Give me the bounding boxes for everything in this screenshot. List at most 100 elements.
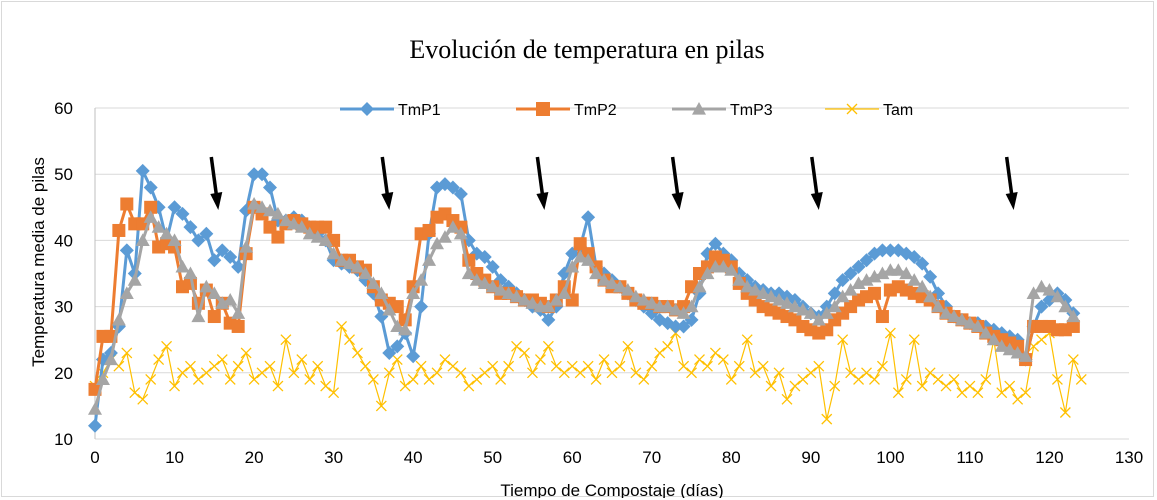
- data-point: [1059, 407, 1071, 418]
- data-point: [255, 167, 270, 182]
- x-axis-title: Tiempo de Compostaje (días): [500, 481, 723, 498]
- data-point: [519, 347, 530, 359]
- data-point: [541, 312, 556, 327]
- data-point: [161, 340, 173, 352]
- data-point: [415, 360, 427, 372]
- data-point: [119, 286, 134, 299]
- data-point: [1018, 349, 1033, 362]
- annotation-arrow-shaft: [670, 156, 680, 199]
- data-point: [700, 266, 715, 280]
- data-point: [962, 316, 977, 329]
- data-point: [970, 319, 985, 333]
- data-point: [678, 360, 690, 372]
- data-point: [923, 269, 938, 284]
- data-point: [846, 103, 858, 115]
- data-point: [892, 387, 904, 399]
- data-point: [207, 310, 221, 324]
- legend-item-TmP3: TmP3: [672, 102, 773, 119]
- y-tick-label: 60: [54, 99, 73, 118]
- data-point: [835, 273, 850, 288]
- data-point: [837, 334, 849, 346]
- data-point: [430, 236, 445, 250]
- data-point: [956, 387, 968, 399]
- data-point: [875, 243, 890, 258]
- data-point: [406, 286, 421, 299]
- data-point: [972, 387, 984, 399]
- data-point: [360, 102, 374, 116]
- data-point: [263, 220, 277, 234]
- data-point: [119, 243, 134, 258]
- data-point: [103, 352, 118, 366]
- data-point: [636, 292, 651, 306]
- data-point: [605, 276, 619, 290]
- data-point: [374, 286, 389, 299]
- data-point: [550, 360, 562, 372]
- data-point: [175, 206, 190, 221]
- y-axis-title: Temperatura media de pilas: [29, 157, 48, 367]
- data-point: [764, 289, 779, 303]
- data-point: [787, 299, 802, 313]
- data-point: [183, 266, 198, 280]
- data-point: [891, 263, 906, 276]
- annotation-arrow-head: [1005, 192, 1018, 210]
- annotation-arrow-head: [210, 192, 223, 210]
- data-point: [398, 322, 413, 336]
- data-point: [129, 387, 141, 399]
- data-point: [716, 259, 731, 273]
- data-point: [294, 220, 309, 233]
- data-point: [344, 334, 355, 346]
- data-point: [541, 299, 556, 313]
- data-point: [167, 200, 182, 215]
- data-point: [622, 340, 634, 352]
- data-point: [431, 367, 443, 379]
- data-point: [867, 269, 882, 283]
- data-point: [915, 256, 930, 271]
- data-point: [383, 367, 395, 379]
- data-point: [135, 163, 150, 178]
- data-point: [573, 237, 587, 251]
- data-point: [1066, 319, 1080, 333]
- data-point: [565, 259, 580, 273]
- legend-label: TmP1: [398, 102, 441, 119]
- data-point: [445, 180, 460, 195]
- data-point: [231, 259, 246, 274]
- data-point: [199, 279, 214, 293]
- data-point: [574, 367, 586, 379]
- data-point: [319, 220, 333, 234]
- data-point: [262, 180, 277, 195]
- annotation-arrows: [209, 156, 1018, 210]
- data-point: [208, 360, 220, 372]
- data-point: [1026, 286, 1041, 299]
- data-point: [757, 360, 769, 372]
- data-point: [207, 253, 222, 268]
- data-point: [797, 373, 809, 385]
- data-point: [716, 246, 731, 261]
- data-point: [638, 373, 650, 385]
- data-point: [382, 345, 397, 360]
- data-point: [367, 373, 379, 385]
- series-group: [88, 163, 1087, 433]
- data-point: [471, 373, 483, 385]
- x-tick-label: 80: [722, 448, 741, 467]
- data-point: [582, 360, 594, 372]
- data-point: [455, 367, 467, 379]
- data-point: [676, 319, 691, 334]
- data-point: [390, 319, 405, 333]
- data-point: [964, 380, 976, 392]
- data-point: [1051, 373, 1063, 385]
- x-tick-label: 70: [642, 448, 661, 467]
- data-point: [477, 249, 492, 264]
- data-point: [558, 367, 570, 379]
- data-point: [692, 102, 706, 115]
- data-point: [700, 246, 715, 261]
- data-point: [820, 323, 834, 337]
- data-point: [517, 292, 532, 306]
- data-point: [795, 302, 810, 316]
- data-point: [644, 296, 659, 309]
- data-point: [239, 240, 254, 253]
- data-point: [835, 289, 850, 303]
- data-point: [358, 266, 373, 280]
- data-point: [310, 230, 325, 243]
- annotation-arrow-head: [810, 192, 823, 210]
